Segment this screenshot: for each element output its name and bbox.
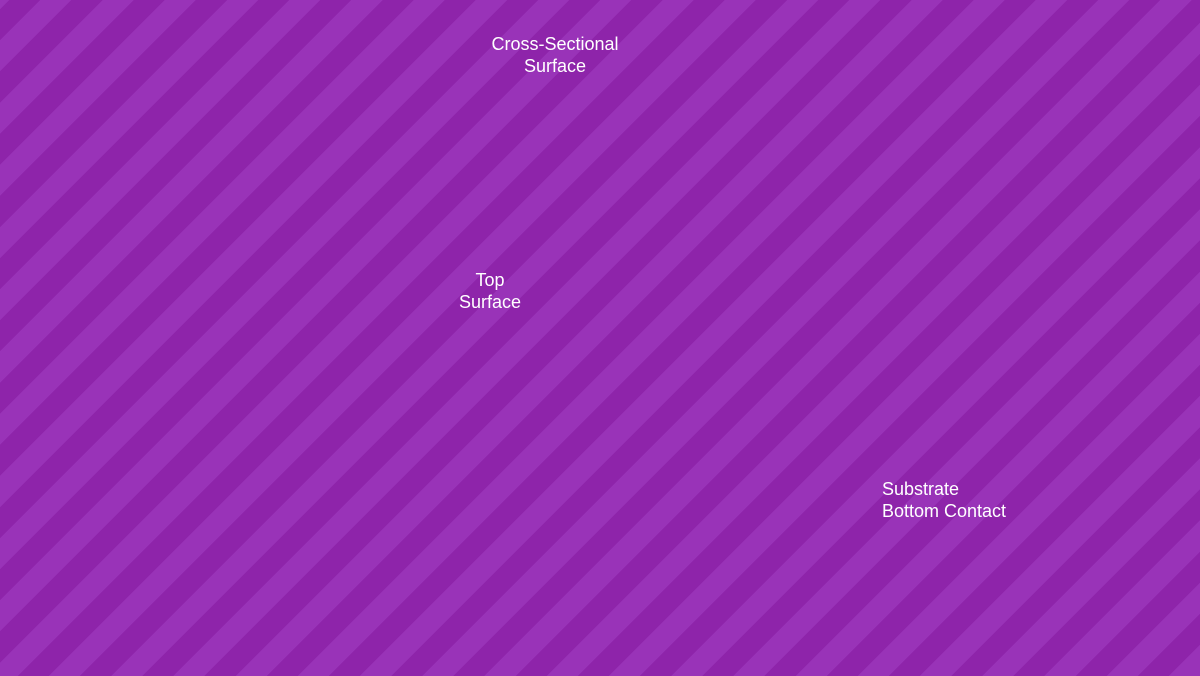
label-top-surface-l2: Surface <box>459 292 521 312</box>
label-top-surface-l1: Top <box>475 270 504 290</box>
label-bottom-contact: Bottom Contact <box>882 501 1006 523</box>
label-cross-sectional-l1: Cross-Sectional <box>491 34 618 54</box>
background-stripes <box>0 0 1200 676</box>
label-cross-sectional: Cross-Sectional Surface <box>491 34 618 77</box>
label-cross-sectional-l2: Surface <box>524 56 586 76</box>
label-substrate: Substrate <box>882 479 959 501</box>
label-top-surface: Top Surface <box>459 270 521 313</box>
